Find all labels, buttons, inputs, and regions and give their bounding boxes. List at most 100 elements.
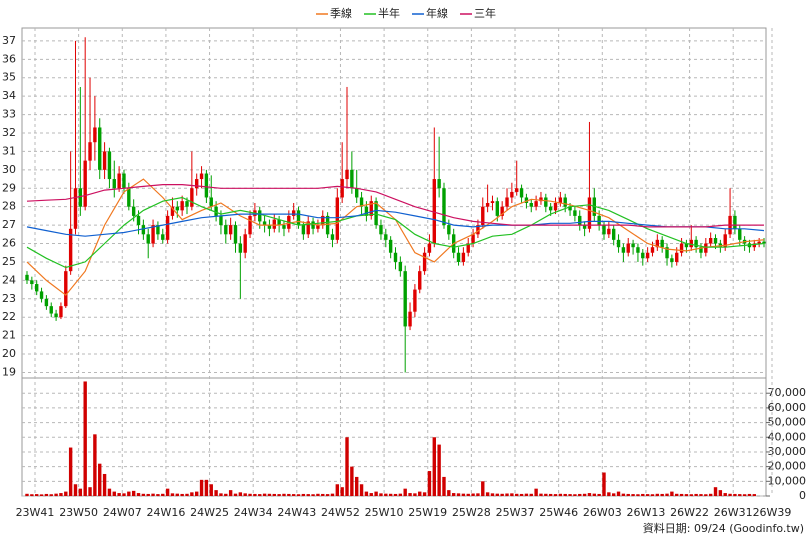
candle-body (258, 210, 262, 222)
candle-body (199, 173, 204, 180)
volume-bar (548, 493, 553, 496)
y-tick-label: 36 (2, 52, 16, 65)
volume-bar (364, 491, 369, 496)
volume-bar (616, 491, 621, 496)
candle-body (495, 201, 500, 216)
candle-body (262, 221, 267, 226)
volume-bar (190, 492, 194, 496)
x-tick-label: 25W10 (365, 506, 404, 519)
volume-bar (466, 493, 470, 496)
candle-body (471, 234, 475, 244)
volume-bar (563, 493, 567, 496)
y-tick-label: 20 (2, 347, 16, 360)
volume-tick-label: 10,000 (768, 474, 807, 487)
volume-bar (170, 493, 175, 496)
candle-body (636, 247, 640, 253)
candle-body (689, 239, 693, 248)
volume-bar (510, 493, 514, 496)
x-tick-label: 24W52 (321, 506, 360, 519)
volume-bar (272, 493, 276, 496)
candle-body (675, 252, 679, 262)
candle-body (427, 243, 432, 253)
candle-body (141, 225, 146, 235)
candle-body (587, 197, 592, 229)
volume-bar (447, 490, 451, 496)
x-tick-label: 25W19 (408, 506, 447, 519)
candle-body (39, 291, 44, 299)
candle-body (704, 243, 708, 253)
volume-bar (626, 493, 630, 496)
volume-bar (393, 493, 398, 496)
y-tick-label: 31 (2, 144, 16, 157)
volume-bar (747, 493, 752, 496)
candle-body (529, 203, 533, 207)
volume-bar (641, 493, 645, 496)
volume-bar (379, 493, 383, 496)
candle-body (267, 225, 272, 229)
candle-body (573, 210, 577, 216)
volume-bar (660, 493, 664, 496)
volume-bar (112, 491, 116, 496)
y-tick-label: 35 (2, 71, 16, 84)
volume-bar (107, 488, 112, 496)
candle-body (44, 298, 49, 307)
candle-body (631, 243, 635, 248)
y-tick-label: 23 (2, 292, 16, 305)
candle-body (321, 215, 325, 226)
volume-bar (151, 493, 155, 496)
candle-body (165, 215, 170, 240)
candle-body (757, 241, 761, 244)
volume-bar (573, 494, 577, 496)
candle-body (466, 243, 470, 253)
volume-bar (325, 494, 330, 496)
x-tick-label: 25W28 (452, 506, 491, 519)
candle-body (88, 142, 92, 161)
volume-tick-label: 60,000 (768, 401, 807, 414)
volume-tick-label: 40,000 (768, 430, 807, 443)
candle-body (515, 188, 519, 192)
y-tick-label: 32 (2, 126, 16, 139)
candle-body (413, 289, 417, 312)
candle-body (355, 188, 359, 198)
candle-body (670, 258, 674, 262)
volume-bar (524, 493, 529, 496)
volume-bar (418, 491, 422, 496)
x-tick-label: 26W22 (670, 506, 709, 519)
x-tick-label: 24W43 (277, 506, 316, 519)
volume-bar (422, 492, 427, 496)
candle-body (78, 188, 83, 207)
x-tick-label: 24W16 (146, 506, 185, 519)
candle-body (456, 252, 461, 262)
volume-bar (335, 484, 340, 496)
volume-bar (228, 490, 233, 496)
candle-body (233, 225, 238, 244)
volume-bar (471, 493, 475, 496)
candle-body (345, 169, 349, 180)
candle-body (558, 197, 563, 203)
volume-bar (675, 493, 679, 496)
candle-body (272, 219, 276, 229)
candle-body (544, 197, 548, 207)
y-tick-label: 21 (2, 329, 16, 342)
volume-bar (684, 494, 689, 496)
volume-bar (267, 493, 272, 496)
volume-bar (645, 494, 650, 496)
volume-bar (291, 494, 296, 496)
volume-bar (141, 493, 146, 496)
volume-bar (602, 472, 606, 496)
volume-bar (476, 493, 480, 496)
candle-body (301, 225, 306, 235)
x-tick-label: 23W50 (59, 506, 98, 519)
volume-bar (539, 493, 543, 496)
candle-body (534, 201, 538, 207)
volume-bar (665, 493, 669, 496)
volume-bar (694, 493, 698, 496)
y-tick-label: 34 (2, 89, 16, 102)
volume-bar (214, 490, 218, 496)
volume-bar (64, 491, 68, 496)
candle-body (185, 201, 189, 207)
volume-bar (93, 434, 97, 496)
volume-bar (713, 487, 718, 496)
volume-bar (369, 493, 373, 496)
candle-body (73, 188, 78, 229)
